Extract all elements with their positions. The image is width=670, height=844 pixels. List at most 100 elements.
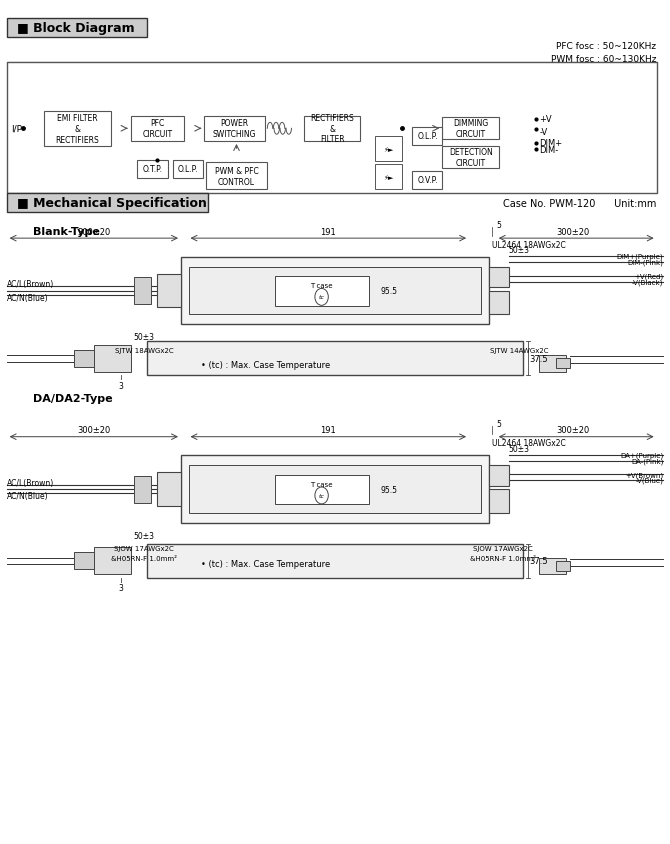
Bar: [375, 137, 402, 162]
Text: 300±20: 300±20: [556, 426, 590, 435]
Bar: [556, 359, 570, 369]
Text: O.L.P.: O.L.P.: [178, 165, 198, 174]
Bar: [94, 345, 131, 372]
Bar: [157, 473, 181, 506]
Text: 95.5: 95.5: [380, 287, 397, 295]
Bar: [204, 116, 265, 142]
Text: O.V.P.: O.V.P.: [417, 176, 438, 185]
Text: ⚡►: ⚡►: [383, 174, 394, 181]
Bar: [157, 274, 181, 308]
Text: SJOW 17AWGx2C: SJOW 17AWGx2C: [472, 545, 533, 552]
Bar: [189, 466, 481, 513]
Bar: [489, 466, 509, 486]
Text: I/P: I/P: [11, 125, 22, 133]
Text: AC/N(Blue): AC/N(Blue): [7, 492, 48, 500]
Bar: [275, 277, 368, 306]
Text: Case No. PWM-120      Unit:mm: Case No. PWM-120 Unit:mm: [503, 198, 657, 208]
Bar: [442, 118, 499, 140]
Text: DIM-(Pink): DIM-(Pink): [627, 260, 663, 266]
Text: SJTW 14AWGx2C: SJTW 14AWGx2C: [490, 347, 549, 354]
Bar: [147, 544, 523, 578]
Text: AC/N(Blue): AC/N(Blue): [7, 294, 48, 302]
Bar: [134, 476, 151, 503]
Text: RECTIFIERS
&
FILTER: RECTIFIERS & FILTER: [310, 114, 354, 144]
Text: PFC fosc : 50~120KHz: PFC fosc : 50~120KHz: [557, 42, 657, 51]
Text: PWM fosc : 60~130KHz: PWM fosc : 60~130KHz: [551, 55, 657, 63]
Bar: [181, 456, 489, 523]
Bar: [7, 194, 208, 213]
Text: Blank-Type: Blank-Type: [34, 226, 100, 236]
Text: EMI FILTER
&
RECTIFIERS: EMI FILTER & RECTIFIERS: [55, 114, 99, 144]
Bar: [412, 127, 442, 146]
Text: 191: 191: [320, 426, 336, 435]
Bar: [134, 278, 151, 305]
Bar: [489, 291, 509, 315]
Text: • (tc) : Max. Case Temperature: • (tc) : Max. Case Temperature: [201, 361, 330, 370]
Text: DIM+(Purple): DIM+(Purple): [616, 254, 663, 260]
Text: DIMMING
CIRCUIT: DIMMING CIRCUIT: [454, 119, 488, 139]
Text: 191: 191: [320, 228, 336, 236]
Text: +V: +V: [539, 116, 552, 124]
Text: -V: -V: [539, 128, 547, 137]
Text: 3: 3: [118, 381, 123, 390]
Bar: [206, 163, 267, 190]
Text: -V(Blue): -V(Blue): [635, 478, 663, 484]
Bar: [131, 116, 184, 142]
Text: DETECTION
CIRCUIT: DETECTION CIRCUIT: [449, 148, 493, 168]
Circle shape: [315, 289, 328, 306]
Text: DIM+: DIM+: [539, 139, 563, 148]
Text: PWM & PFC
CONTROL: PWM & PFC CONTROL: [214, 166, 259, 187]
Bar: [181, 257, 489, 325]
Circle shape: [315, 487, 328, 504]
Bar: [556, 561, 570, 571]
Text: tc: tc: [319, 494, 324, 498]
Text: AC/L(Brown): AC/L(Brown): [7, 280, 54, 289]
Text: O.L.P.: O.L.P.: [417, 133, 438, 141]
Text: 300±20: 300±20: [556, 228, 590, 236]
Bar: [412, 171, 442, 190]
Bar: [375, 165, 402, 190]
Text: -V(Black): -V(Black): [632, 279, 663, 285]
Text: PFC
CIRCUIT: PFC CIRCUIT: [143, 119, 172, 139]
Bar: [539, 558, 566, 575]
Text: ⚡►: ⚡►: [383, 146, 394, 153]
Bar: [7, 63, 657, 194]
Text: POWER
SWITCHING: POWER SWITCHING: [213, 119, 256, 139]
Text: 300±20: 300±20: [77, 426, 111, 435]
Text: 37.5: 37.5: [529, 354, 548, 363]
Bar: [442, 147, 499, 169]
Text: SJTW 18AWGx2C: SJTW 18AWGx2C: [115, 347, 174, 354]
Text: ■ Mechanical Specification: ■ Mechanical Specification: [17, 197, 206, 210]
Text: 95.5: 95.5: [380, 485, 397, 494]
Text: O.T.P.: O.T.P.: [143, 165, 163, 174]
Text: 50±3: 50±3: [133, 333, 155, 342]
Text: 37.5: 37.5: [529, 557, 548, 565]
Bar: [137, 160, 168, 179]
Bar: [74, 350, 94, 367]
Text: 5: 5: [496, 221, 502, 230]
Text: +V(Brown): +V(Brown): [625, 472, 663, 478]
Bar: [489, 268, 509, 288]
Bar: [275, 475, 368, 505]
Bar: [44, 111, 111, 147]
Text: DA/DA2-Type: DA/DA2-Type: [34, 393, 113, 403]
Text: T case: T case: [310, 283, 333, 289]
Bar: [304, 116, 360, 142]
Text: 50±3: 50±3: [509, 445, 530, 453]
Bar: [147, 342, 523, 376]
Text: UL2464 18AWGx2C: UL2464 18AWGx2C: [492, 241, 566, 249]
Bar: [189, 268, 481, 315]
Text: AC/L(Brown): AC/L(Brown): [7, 479, 54, 487]
Text: T case: T case: [310, 481, 333, 487]
Text: SJOW 17AWGx2C: SJOW 17AWGx2C: [114, 545, 174, 552]
Bar: [7, 19, 147, 38]
Text: UL2464 18AWGx2C: UL2464 18AWGx2C: [492, 439, 566, 447]
Text: tc: tc: [319, 295, 324, 300]
Bar: [94, 548, 131, 575]
Bar: [539, 355, 566, 372]
Text: &H05RN-F 1.0mm²: &H05RN-F 1.0mm²: [470, 555, 535, 562]
Text: DIM-: DIM-: [539, 146, 559, 154]
Bar: [489, 490, 509, 513]
Text: • (tc) : Max. Case Temperature: • (tc) : Max. Case Temperature: [201, 560, 330, 568]
Text: 50±3: 50±3: [509, 246, 530, 255]
